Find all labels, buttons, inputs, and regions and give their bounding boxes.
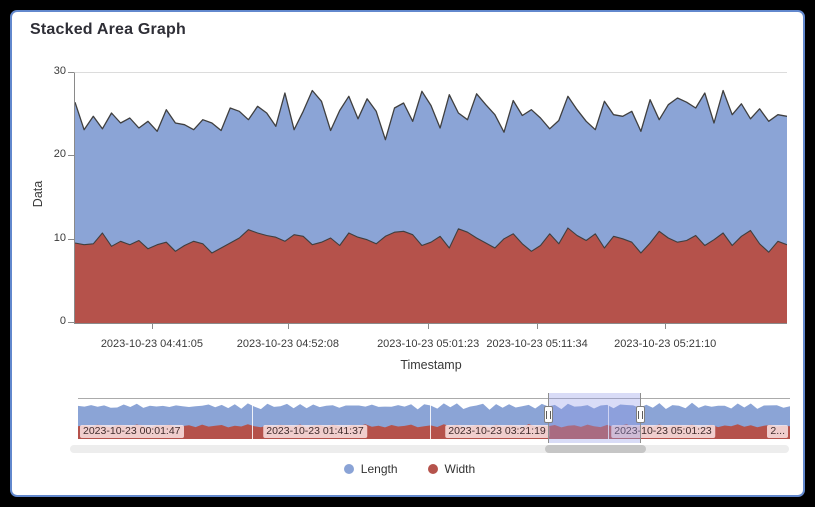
y-tick-label: 30: [53, 65, 66, 77]
x-tick-label: 2023-10-23 05:11:34: [486, 338, 588, 350]
x-tick-mark: [151, 323, 153, 329]
chart-card: Stacked Area Graph Data 0 10 20 30 2023-10-…: [10, 10, 805, 497]
legend-label: Width: [444, 462, 476, 476]
navigator-timestamp-label: 2023-10-23 01:41:37: [263, 425, 367, 438]
y-tick-mark: [68, 155, 74, 157]
x-tick-label: 2023-10-23 04:41:05: [100, 338, 203, 350]
legend-swatch-icon: [343, 464, 354, 474]
legend-swatch-icon: [427, 464, 438, 474]
x-tick-mark: [537, 323, 539, 329]
navigator-brush[interactable]: 2023-10-23 00:01:47 2023-10-23 01:41:37 20…: [78, 393, 790, 443]
y-axis-title: Data: [31, 180, 45, 208]
x-axis-title: Timestamp: [400, 358, 462, 372]
y-tick-mark: [68, 322, 74, 323]
x-tick-label: 2023-10-23 05:21:10: [614, 338, 717, 350]
y-tick-mark: [68, 238, 74, 240]
brush-handle-right[interactable]: [636, 406, 645, 423]
brush-handle-left[interactable]: [544, 406, 553, 423]
main-plot-area[interactable]: [74, 72, 787, 324]
y-tick-label: 20: [53, 148, 66, 161]
brush-selection-window[interactable]: [544, 393, 645, 443]
scrollbar-track[interactable]: [70, 445, 789, 453]
navigator-timestamp-label: 2023-10-23 00:01:47: [80, 425, 184, 438]
chart-title: Stacked Area Graph: [30, 21, 186, 38]
legend: Length Width: [12, 459, 807, 479]
stacked-area-chart[interactable]: [75, 73, 787, 323]
navigator-gridline: [430, 399, 431, 439]
legend-item-length[interactable]: Length: [343, 462, 398, 476]
x-tick-label: 2023-10-23 04:52:08: [236, 338, 339, 350]
y-tick-label: 10: [53, 231, 66, 244]
y-tick-mark: [68, 72, 74, 73]
navigator-timestamp-label: 2...: [767, 425, 788, 438]
legend-label: Length: [360, 462, 398, 476]
x-tick-mark: [428, 323, 430, 329]
scrollbar-thumb[interactable]: [545, 445, 646, 453]
x-tick-mark: [287, 323, 289, 329]
legend-item-width[interactable]: Width: [427, 462, 476, 476]
x-tick-mark: [665, 323, 667, 329]
grip-icon: [638, 410, 643, 419]
navigator-gridline: [608, 399, 609, 439]
y-tick-label: 0: [59, 315, 66, 327]
navigator-timestamp-label: 2023-10-23 05:01:23: [611, 425, 715, 438]
grip-icon: [546, 410, 551, 419]
navigator-timestamp-label: 2023-10-23 03:21:19: [445, 425, 549, 438]
navigator-gridline: [252, 399, 253, 439]
x-tick-label: 2023-10-23 05:01:23: [377, 338, 480, 350]
